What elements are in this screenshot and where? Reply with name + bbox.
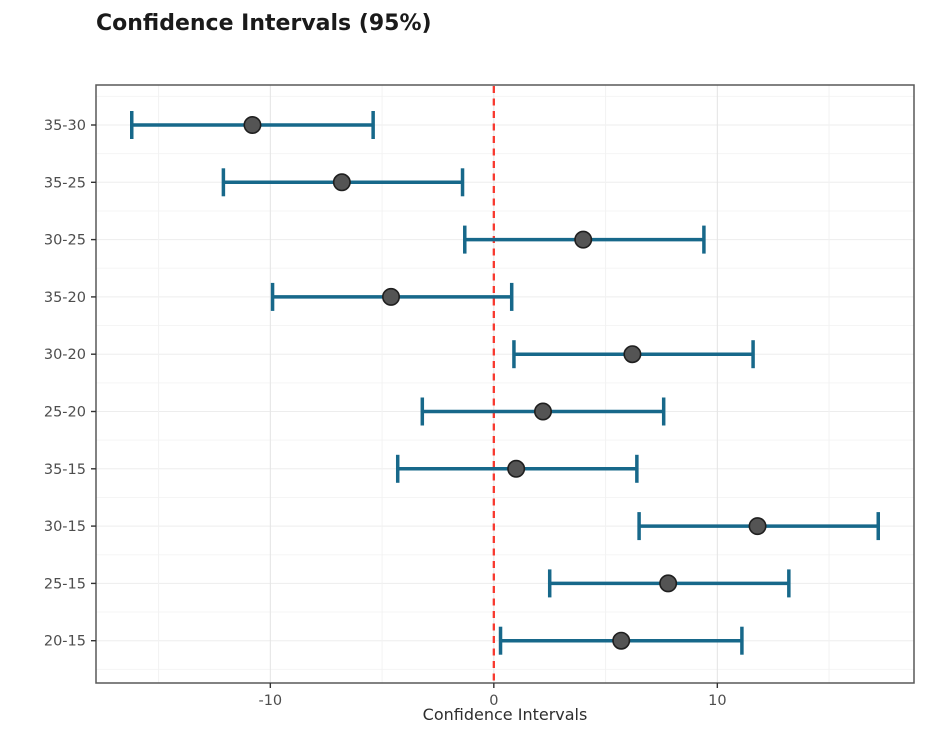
point-estimate	[507, 459, 526, 478]
point-estimate	[243, 116, 262, 135]
y-tick-label: 30-25	[44, 233, 86, 249]
y-tick-label: 35-15	[44, 462, 86, 478]
y-tick-label: 35-25	[44, 175, 86, 191]
x-tick-label: 0	[489, 693, 498, 709]
y-tick-label: 25-20	[44, 405, 86, 421]
chart-title: Confidence Intervals (95%)	[96, 11, 432, 36]
y-tick-label: 35-20	[44, 290, 86, 306]
point-estimate	[659, 574, 678, 593]
point-estimate	[623, 345, 642, 364]
panel-border	[95, 84, 915, 684]
y-tick-label: 30-15	[44, 519, 86, 535]
x-tick-label: 10	[708, 693, 726, 709]
point-estimate	[382, 287, 401, 306]
y-tick-label: 35-30	[44, 118, 86, 134]
y-tick-label: 25-15	[44, 576, 86, 592]
panel-background	[96, 85, 914, 683]
y-tick-label: 30-20	[44, 347, 86, 363]
point-estimate	[612, 631, 631, 650]
point-estimate	[574, 230, 593, 249]
point-estimate	[533, 402, 552, 421]
point-estimate	[748, 517, 767, 536]
x-axis-title: Confidence Intervals	[422, 705, 588, 724]
y-tick-label: 20-15	[44, 634, 86, 650]
x-tick-label: -10	[258, 693, 282, 709]
point-estimate	[332, 173, 351, 192]
